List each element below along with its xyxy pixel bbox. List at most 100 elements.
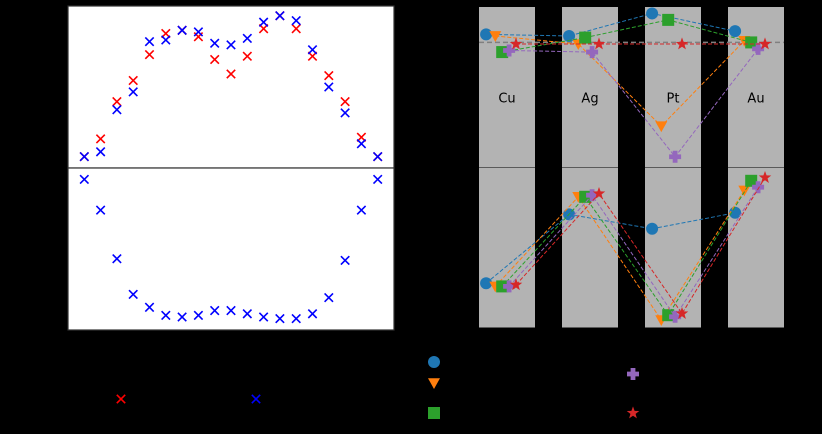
square-marker-icon: [662, 13, 675, 26]
x-marker-icon: [144, 302, 155, 313]
legend-entry-s2: [428, 378, 440, 389]
x-marker-icon: [324, 292, 334, 303]
star-marker-icon: [509, 278, 523, 291]
x-marker-icon: [291, 15, 301, 26]
plot-area: [67, 5, 395, 169]
x-marker-icon: [356, 205, 367, 215]
x-marker-icon: [128, 75, 138, 86]
plus-marker-icon: [503, 44, 516, 57]
x-marker-icon: [95, 134, 106, 144]
square-marker-icon: [745, 36, 758, 49]
x-marker-icon: [209, 38, 220, 49]
x-marker-icon: [226, 69, 236, 79]
band-label-pt: Pt: [667, 92, 680, 107]
band-au: [728, 168, 784, 328]
x-marker-icon: [112, 96, 122, 107]
band-label-au: Au: [747, 92, 764, 107]
x-marker-icon: [275, 10, 285, 21]
square-marker-icon: [428, 407, 440, 419]
x-marker-icon: [95, 147, 106, 157]
x-marker-icon: [209, 54, 220, 65]
star-marker-icon: [592, 187, 606, 199]
x-marker-icon: [193, 27, 204, 37]
band-cu: [479, 168, 535, 328]
star-marker-icon: [675, 307, 689, 319]
plot-area: [67, 167, 395, 331]
band-pt: [645, 7, 701, 168]
star-marker-icon: [758, 37, 772, 50]
circle-marker-icon: [480, 28, 493, 41]
x-marker-icon: [209, 305, 220, 316]
x-marker-icon: [372, 174, 383, 185]
x-marker-icon: [258, 17, 269, 27]
x-marker-icon: [258, 312, 269, 322]
x-marker-icon: [251, 394, 261, 404]
x-marker-icon: [324, 82, 334, 92]
series-line: [486, 12, 736, 37]
star-marker-icon: [592, 37, 606, 50]
square-marker-icon: [579, 31, 592, 44]
x-marker-icon: [242, 51, 253, 61]
plus-marker-icon: [586, 46, 599, 59]
x-marker-icon: [372, 151, 383, 162]
series-line: [502, 19, 752, 53]
left-legend: [116, 394, 261, 404]
plus-marker-icon: [503, 280, 516, 293]
x-marker-icon: [324, 70, 334, 81]
plus-marker-icon: [586, 189, 599, 202]
x-marker-icon: [128, 289, 138, 300]
legend-entry-blue: [251, 394, 261, 404]
circle-marker-icon: [646, 222, 659, 235]
x-marker-icon: [177, 312, 187, 322]
circle-marker-icon: [480, 277, 493, 290]
x-marker-icon: [79, 174, 90, 185]
x-marker-icon: [291, 313, 301, 324]
x-marker-icon: [226, 305, 236, 316]
series-s5: [509, 37, 772, 50]
x-marker-icon: [275, 313, 285, 324]
series-line: [494, 190, 745, 321]
x-marker-icon: [291, 23, 301, 34]
left-top-axes: [67, 5, 395, 169]
circle-marker-icon: [729, 206, 742, 219]
x-marker-icon: [226, 40, 236, 50]
plus-marker-icon: [669, 150, 682, 163]
x-marker-icon: [112, 104, 122, 115]
x-marker-icon: [112, 253, 122, 264]
star-marker-icon: [626, 406, 640, 419]
circle-marker-icon: [428, 356, 440, 368]
x-marker-icon: [95, 205, 106, 215]
circle-marker-icon: [563, 29, 576, 42]
legend-entry-red: [116, 394, 126, 404]
triangle-down-marker-icon: [428, 378, 440, 389]
series-s3: [496, 174, 758, 322]
x-marker-icon: [161, 310, 171, 321]
plus-marker-icon: [669, 310, 682, 323]
star-marker-icon: [509, 37, 523, 50]
right-bottom-axes: [479, 168, 784, 329]
x-marker-icon: [340, 255, 350, 266]
x-marker-icon: [242, 309, 253, 319]
x-marker-icon: [144, 49, 155, 60]
triangle-down-marker-icon: [738, 185, 751, 197]
band-label-cu: Cu: [498, 92, 515, 107]
x-marker-icon: [116, 394, 126, 404]
x-marker-icon: [307, 44, 318, 55]
x-marker-icon: [242, 33, 253, 44]
series-blue: [79, 174, 383, 324]
series-line: [501, 180, 752, 317]
series-blue: [79, 10, 383, 162]
x-marker-icon: [144, 36, 155, 47]
series-s1: [480, 7, 742, 42]
series-line: [508, 186, 759, 318]
circle-marker-icon: [729, 25, 742, 38]
legend-entry-s1: [428, 356, 440, 368]
star-marker-icon: [675, 37, 689, 50]
legend-entry-s5: [626, 406, 640, 419]
series-line: [509, 48, 759, 158]
x-marker-icon: [307, 309, 318, 319]
legend-entry-s4: [627, 368, 639, 380]
star-marker-icon: [758, 171, 772, 183]
circle-marker-icon: [646, 7, 659, 20]
